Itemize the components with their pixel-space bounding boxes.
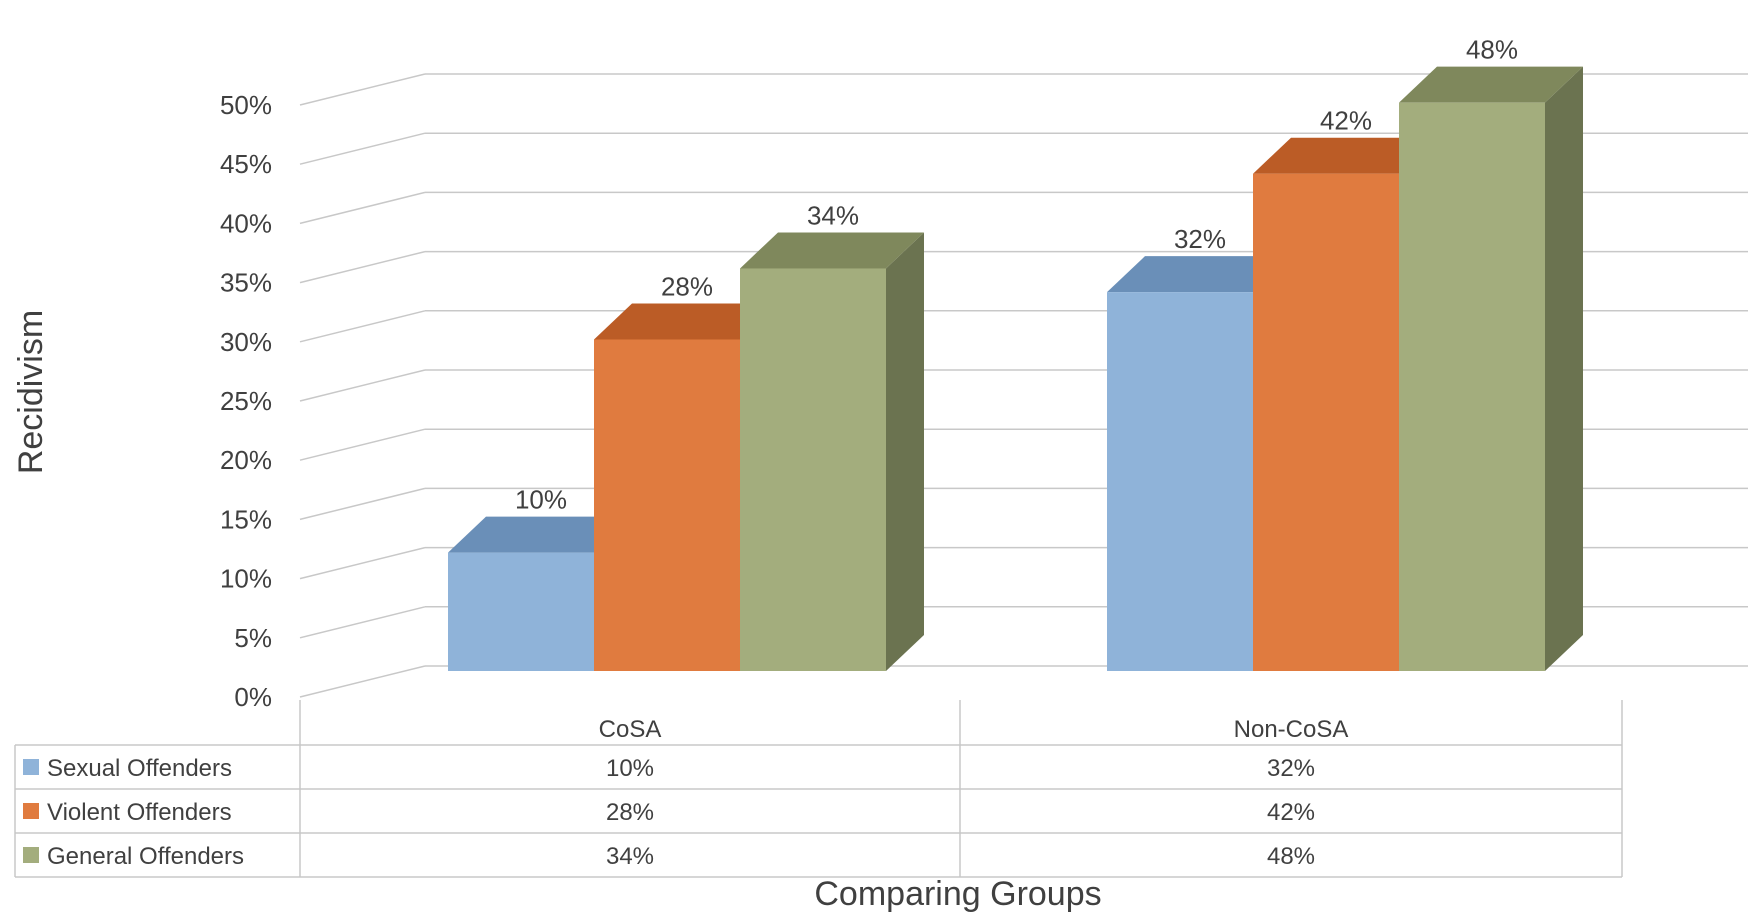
gridline-slant	[299, 250, 426, 284]
gridline-slant	[299, 310, 426, 343]
y-tick-label: 35%	[220, 268, 272, 298]
bar-side	[1545, 66, 1583, 672]
gridline-slant	[299, 487, 426, 521]
bar-side	[886, 232, 924, 671]
table-category-header: Non-CoSA	[1234, 716, 1349, 743]
y-axis-ticks: 0% 5% 10% 15% 20% 25% 30% 35% 40% 45% 50%	[220, 90, 272, 712]
bar	[740, 268, 886, 671]
y-tick-label: 5%	[234, 623, 272, 653]
legend-key	[23, 759, 39, 775]
bar-top	[448, 516, 632, 553]
y-axis-title: Recidivism	[12, 310, 50, 474]
gridline-slant	[299, 73, 426, 106]
bar	[594, 339, 740, 671]
bar	[1399, 102, 1545, 672]
bar-top	[740, 232, 924, 269]
gridline-slant	[299, 132, 426, 165]
gridline-slant	[299, 606, 426, 639]
bar-top	[594, 303, 778, 340]
gridline-slant	[299, 191, 426, 225]
data-labels: 10% 28% 34% 32% 42% 48%	[515, 35, 1518, 515]
legend-label: Sexual Offenders	[47, 755, 232, 782]
legend-label: General Offenders	[47, 843, 244, 870]
data-table: CoSA Non-CoSA Sexual Offenders 10% 32% Violen…	[14, 700, 1623, 878]
legend-label: Violent Offenders	[47, 799, 232, 826]
y-tick-label: 20%	[220, 445, 272, 475]
data-label: 48%	[1466, 35, 1518, 65]
gridline-slant	[299, 546, 426, 580]
y-tick-label: 30%	[220, 327, 272, 357]
table-value: 32%	[1267, 755, 1315, 782]
y-tick-label: 0%	[234, 682, 272, 712]
data-label: 42%	[1320, 106, 1372, 136]
data-label: 10%	[515, 485, 567, 515]
bar-top	[1107, 256, 1291, 293]
y-tick-label: 45%	[220, 149, 272, 179]
table-value: 28%	[606, 799, 654, 826]
data-label: 32%	[1174, 224, 1226, 254]
gridline-slant	[299, 369, 426, 402]
bars	[448, 66, 1583, 672]
legend-key	[23, 847, 39, 863]
x-axis-title: Comparing Groups	[814, 875, 1101, 913]
table-value: 42%	[1267, 799, 1315, 826]
table-value: 48%	[1267, 843, 1315, 870]
y-tick-label: 40%	[220, 208, 272, 238]
table-value: 10%	[606, 755, 654, 782]
y-tick-label: 25%	[220, 386, 272, 416]
bar	[1107, 292, 1253, 671]
bar	[448, 552, 594, 671]
gridline-slant	[299, 665, 426, 698]
gridline-slant	[299, 428, 426, 461]
legend-key	[23, 803, 39, 819]
bar-top	[1253, 137, 1437, 174]
y-tick-label: 15%	[220, 504, 272, 534]
data-label: 34%	[807, 200, 859, 230]
table-value: 34%	[606, 843, 654, 870]
bar	[1253, 173, 1399, 671]
table-category-header: CoSA	[599, 716, 662, 743]
y-tick-label: 50%	[220, 90, 272, 120]
bar-top	[1399, 66, 1583, 103]
data-label: 28%	[661, 271, 713, 301]
y-tick-label: 10%	[220, 564, 272, 594]
